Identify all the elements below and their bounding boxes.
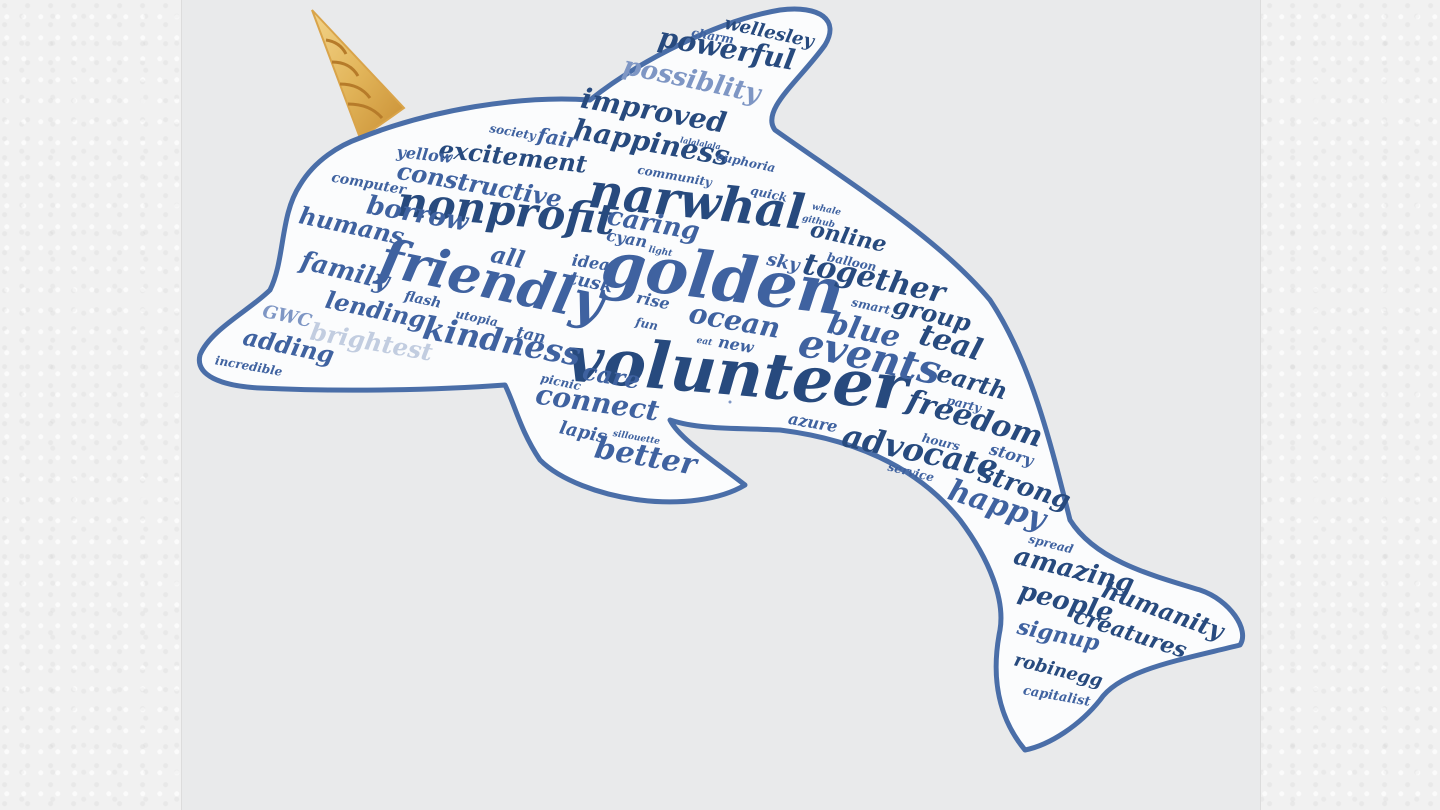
- word-light: light: [648, 245, 674, 259]
- eye-icon: [728, 400, 732, 404]
- word-flash: flash: [402, 288, 443, 312]
- horn-icon: [311, 9, 406, 140]
- word-fun: fun: [633, 315, 659, 334]
- word-all: all: [488, 239, 527, 274]
- narwhal-outline: [196, 6, 1246, 753]
- word-eat: eat: [696, 336, 714, 349]
